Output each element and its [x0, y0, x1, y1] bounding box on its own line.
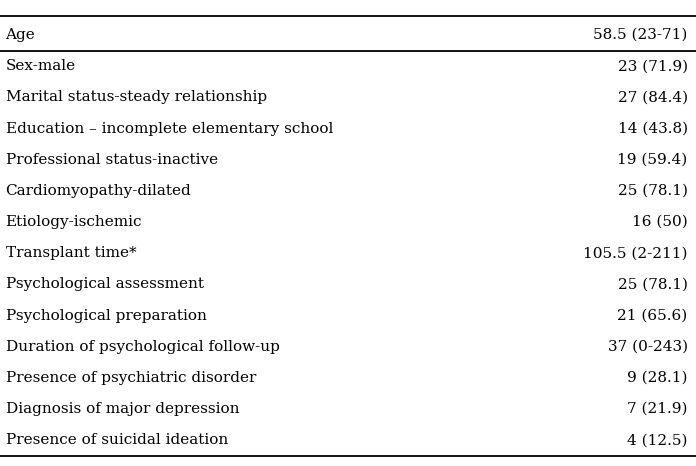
- Text: Psychological preparation: Psychological preparation: [6, 308, 207, 322]
- Text: 21 (65.6): 21 (65.6): [617, 308, 688, 322]
- Text: 14 (43.8): 14 (43.8): [617, 122, 688, 136]
- Text: 25 (78.1): 25 (78.1): [617, 184, 688, 198]
- Text: 25 (78.1): 25 (78.1): [617, 277, 688, 291]
- Text: Psychological assessment: Psychological assessment: [6, 277, 203, 291]
- Text: 7 (21.9): 7 (21.9): [627, 402, 688, 416]
- Text: Sex-male: Sex-male: [6, 59, 76, 73]
- Text: 19 (59.4): 19 (59.4): [617, 153, 688, 167]
- Text: 16 (50): 16 (50): [632, 215, 688, 229]
- Text: 9 (28.1): 9 (28.1): [627, 371, 688, 385]
- Text: Duration of psychological follow-up: Duration of psychological follow-up: [6, 340, 279, 354]
- Text: 58.5 (23-71): 58.5 (23-71): [593, 28, 688, 42]
- Text: 37 (0-243): 37 (0-243): [608, 340, 688, 354]
- Text: Presence of psychiatric disorder: Presence of psychiatric disorder: [6, 371, 256, 385]
- Text: 105.5 (2-211): 105.5 (2-211): [583, 246, 688, 260]
- Text: Diagnosis of major depression: Diagnosis of major depression: [6, 402, 239, 416]
- Text: Marital status-steady relationship: Marital status-steady relationship: [6, 90, 267, 104]
- Text: Cardiomyopathy-dilated: Cardiomyopathy-dilated: [6, 184, 191, 198]
- Text: Age: Age: [6, 28, 35, 42]
- Text: Presence of suicidal ideation: Presence of suicidal ideation: [6, 433, 228, 447]
- Text: Transplant time*: Transplant time*: [6, 246, 136, 260]
- Text: Education – incomplete elementary school: Education – incomplete elementary school: [6, 122, 333, 136]
- Text: Professional status-inactive: Professional status-inactive: [6, 153, 218, 167]
- Text: 4 (12.5): 4 (12.5): [627, 433, 688, 447]
- Text: Etiology-ischemic: Etiology-ischemic: [6, 215, 142, 229]
- Text: 27 (84.4): 27 (84.4): [617, 90, 688, 104]
- Text: 23 (71.9): 23 (71.9): [617, 59, 688, 73]
